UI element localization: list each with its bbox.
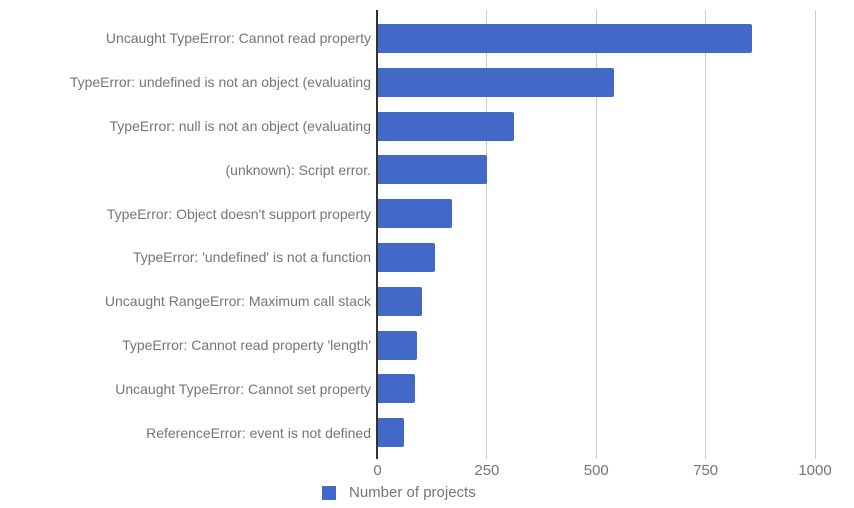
legend: Number of projects [322,484,476,501]
x-tick-label: 500 [583,462,609,479]
x-tick-label: 750 [693,462,719,479]
x-tick-label: 250 [474,462,500,479]
legend-swatch [322,485,336,500]
category-label: Uncaught TypeError: Cannot set property [115,380,371,397]
bar[interactable] [378,155,488,185]
bar[interactable] [378,242,435,272]
category-label: TypeError: Object doesn't support proper… [106,205,371,222]
x-tick-label: 1000 [798,462,832,479]
gridline-750 [705,10,707,459]
category-label: TypeError: 'undefined' is not a function [132,249,371,266]
gridline-500 [595,10,597,459]
category-label: TypeError: undefined is not an object (e… [69,74,371,91]
category-label: TypeError: Cannot read property 'length' [122,337,371,353]
bar[interactable] [378,418,405,448]
bar[interactable] [378,23,753,53]
category-label: ReferenceError: event is not defined [146,424,371,441]
bar[interactable] [378,111,514,141]
bar[interactable] [378,330,418,360]
bar[interactable] [378,67,615,97]
gridline-1000 [814,10,816,459]
bar[interactable] [378,286,422,316]
x-tick-label: 0 [373,462,382,479]
category-label: Uncaught RangeError: Maximum call stack [104,293,371,310]
category-label: TypeError: null is not an object (evalua… [109,118,371,134]
legend-label: Number of projects [349,484,476,501]
bar[interactable] [378,199,453,229]
bar[interactable] [378,374,416,404]
category-label: Uncaught TypeError: Cannot read property [105,30,371,47]
gridline-250 [486,10,488,459]
category-label: (unknown): Script error. [225,161,372,178]
y-axis-line [376,10,378,459]
